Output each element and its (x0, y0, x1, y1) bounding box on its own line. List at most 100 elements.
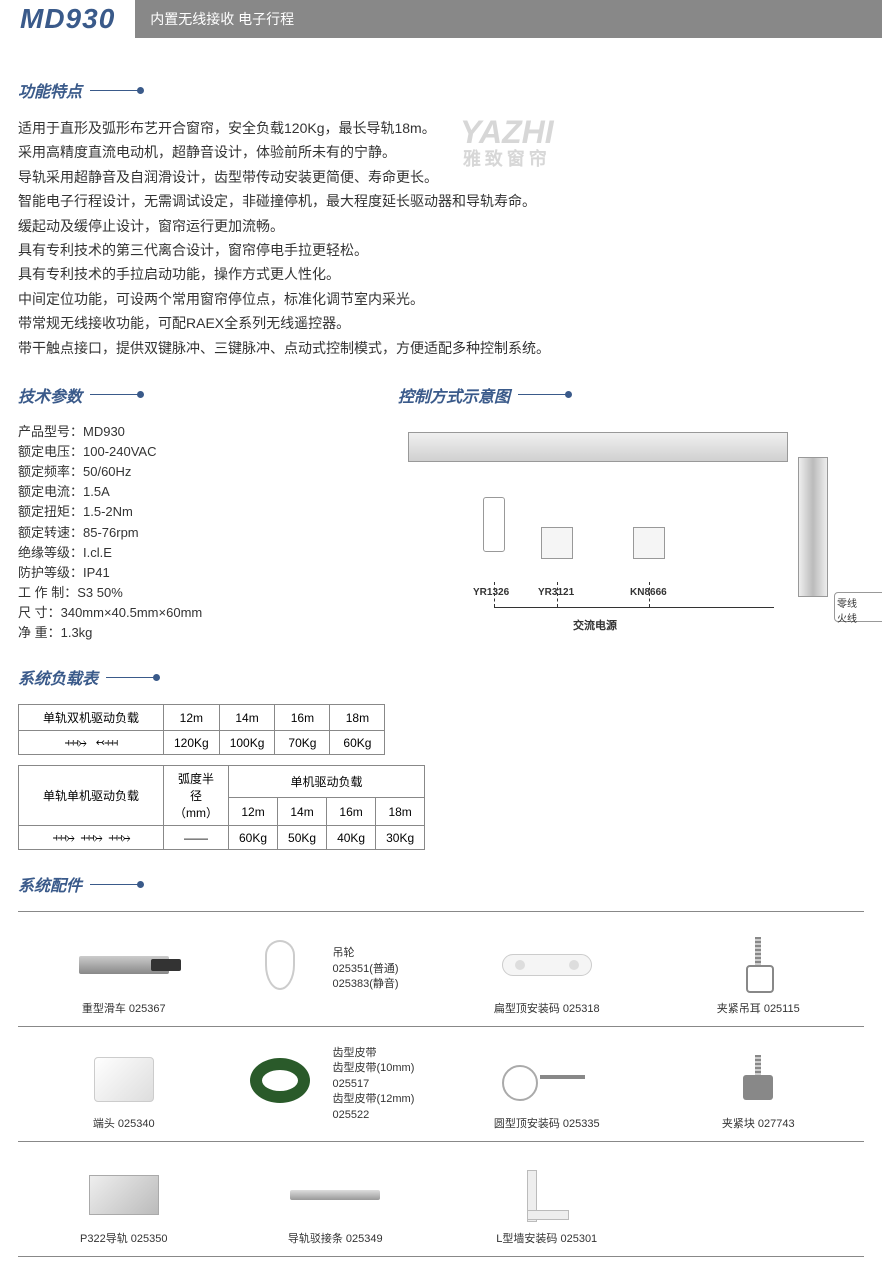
accessory-item: L型墙安装码 025301 (441, 1142, 653, 1256)
section-accessories: 系统配件 (18, 872, 864, 896)
motor-icon (798, 457, 828, 597)
spring-cell: ⫞⫞⫞↣ ⫞⫞⫞↣ ⫞⫞⫞↣ (19, 826, 164, 850)
divider-icon (106, 677, 156, 678)
feature-item: 具有专利技术的第三代离合设计，窗帘停电手拉更轻松。 (18, 239, 864, 261)
accessory-item: 夹紧块 027743 (653, 1027, 865, 1141)
diagram-label: YR1326 (473, 587, 509, 598)
load-table-1: 单轨双机驱动负载 12m 14m 16m 18m ⫞⫞⫞↣ ↢⫞⫞⫞ 120Kg… (18, 704, 385, 755)
load-table-2: 单轨单机驱动负载 弧度半径（mm） 单机驱动负载 12m 14m 16m 18m… (18, 765, 425, 850)
table-cell: 120Kg (164, 731, 220, 755)
accessory-side-text: 齿型皮带齿型皮带(10mm)025517齿型皮带(12mm)025522 (333, 1046, 415, 1123)
spec-item: 工 作 制：S3 50% (18, 583, 358, 603)
accessory-item (653, 1142, 865, 1256)
ph-clip-icon (738, 937, 778, 992)
control-diagram: YR1326 YR3121 KN8666 交流电源 零线 火线 (398, 422, 864, 642)
feature-item: 导轨采用超静音及自润滑设计，齿型带传动安装更简便、寿命更长。 (18, 166, 864, 188)
subtitle-bar: 内置无线接收 电子行程 (135, 0, 882, 38)
accessory-item: 吊轮025351(普通)025383(静音) (230, 912, 442, 1026)
feature-item: 中间定位功能，可设两个常用窗帘停位点，标准化调节室内采光。 (18, 288, 864, 310)
spring-cell: ⫞⫞⫞↣ ↢⫞⫞⫞ (19, 731, 164, 755)
accessory-row: 重型滑车 025367 吊轮025351(普通)025383(静音)扁型顶安装码 … (18, 912, 864, 1027)
ph-endcap-icon (94, 1057, 154, 1102)
feature-item: 带干触点接口，提供双键脉冲、三键脉冲、点动式控制模式，方便适配多种控制系统。 (18, 337, 864, 359)
feature-item: 缓起动及缓停止设计，窗帘运行更加流畅。 (18, 215, 864, 237)
table-cell: 70Kg (275, 731, 330, 755)
spec-item: 额定电压：100-240VAC (18, 442, 358, 462)
ph-strip-icon (290, 1190, 380, 1200)
connection-line (649, 582, 650, 607)
section-specs: 技术参数 (18, 383, 358, 407)
accessory-label: 导轨驳接条 025349 (288, 1230, 383, 1246)
ph-track-icon (89, 1175, 159, 1215)
table-cell: 30Kg (376, 826, 425, 850)
accessory-image (235, 938, 325, 993)
section-features: 功能特点 (18, 78, 864, 102)
feature-item: 带常规无线接收功能，可配RAEX全系列无线遥控器。 (18, 312, 864, 334)
panel-icon (633, 527, 665, 559)
accessory-item: 夹紧吊耳 025115 (653, 912, 865, 1026)
connection-line (494, 582, 495, 607)
accessory-label: 夹紧块 027743 (722, 1115, 795, 1131)
ph-rail-icon (79, 956, 169, 974)
ph-belt-icon (250, 1058, 310, 1103)
spec-item: 净 重：1.3kg (18, 623, 358, 643)
table-header: 14m (278, 798, 327, 826)
section-title: 功能特点 (18, 78, 82, 102)
feature-item: 适用于直形及弧形布艺开合窗帘，安全负载120Kg，最长导轨18m。 (18, 117, 864, 139)
accessory-label: 圆型顶安装码 025335 (494, 1115, 600, 1131)
accessory-item: 齿型皮带齿型皮带(10mm)025517齿型皮带(12mm)025522 (230, 1027, 442, 1141)
accessory-item: 扁型顶安装码 025318 (441, 912, 653, 1026)
ph-block-icon (738, 1055, 778, 1105)
spec-item: 绝缘等级：I.cl.E (18, 543, 358, 563)
accessory-label: P322导轨 025350 (80, 1230, 167, 1246)
divider-icon (90, 90, 140, 91)
table-cell: 50Kg (278, 826, 327, 850)
header-bar: MD930 内置无线接收 电子行程 (0, 0, 882, 38)
table-header: 单机驱动负载 (229, 766, 425, 798)
table-cell: 100Kg (219, 731, 275, 755)
line2-label: 火线 (837, 610, 882, 625)
section-control: 控制方式示意图 (398, 383, 864, 407)
table-header: 12m (229, 798, 278, 826)
accessory-label: 重型滑车 025367 (82, 1000, 166, 1016)
ph-round-icon (502, 1060, 592, 1100)
remote-icon (483, 497, 505, 552)
spec-item: 额定转速：85-76rpm (18, 523, 358, 543)
table-header: 弧度半径（mm） (164, 766, 229, 826)
connection-line (557, 582, 558, 607)
model-name: MD930 (0, 3, 135, 35)
divider-icon (90, 394, 140, 395)
section-title: 控制方式示意图 (398, 383, 510, 407)
table-header: 18m (330, 705, 385, 731)
accessory-image (502, 1167, 592, 1222)
spec-item: 额定扭矩：1.5-2Nm (18, 502, 358, 522)
plug-box: 零线 火线 (834, 592, 882, 622)
accessory-label: 夹紧吊耳 025115 (717, 1000, 800, 1016)
section-title: 系统配件 (18, 872, 82, 896)
table-cell: —— (164, 826, 229, 850)
spec-item: 尺 寸：340mm×40.5mm×60mm (18, 603, 358, 623)
feature-item: 采用高精度直流电动机，超静音设计，体验前所未有的宁静。 (18, 141, 864, 163)
spec-item: 额定频率：50/60Hz (18, 462, 358, 482)
table-header: 14m (219, 705, 275, 731)
connection-line (494, 607, 774, 608)
section-title: 技术参数 (18, 383, 82, 407)
section-load: 系统负载表 (18, 665, 864, 689)
accessory-image (713, 1052, 803, 1107)
power-label: 交流电源 (573, 617, 617, 633)
accessory-image (79, 937, 169, 992)
line1-label: 零线 (837, 595, 882, 610)
spec-item: 额定电流：1.5A (18, 482, 358, 502)
divider-icon (518, 394, 568, 395)
accessory-item: P322导轨 025350 (18, 1142, 230, 1256)
table-header: 16m (275, 705, 330, 731)
accessory-image (235, 1053, 325, 1108)
table-header: 16m (327, 798, 376, 826)
divider-icon (90, 884, 140, 885)
accessory-image (290, 1167, 380, 1222)
feature-item: 具有专利技术的手拉启动功能，操作方式更人性化。 (18, 263, 864, 285)
table-cell: 60Kg (330, 731, 385, 755)
accessory-item: 导轨驳接条 025349 (230, 1142, 442, 1256)
accessory-item: 端头 025340 (18, 1027, 230, 1141)
accessory-label: 端头 025340 (93, 1115, 155, 1131)
